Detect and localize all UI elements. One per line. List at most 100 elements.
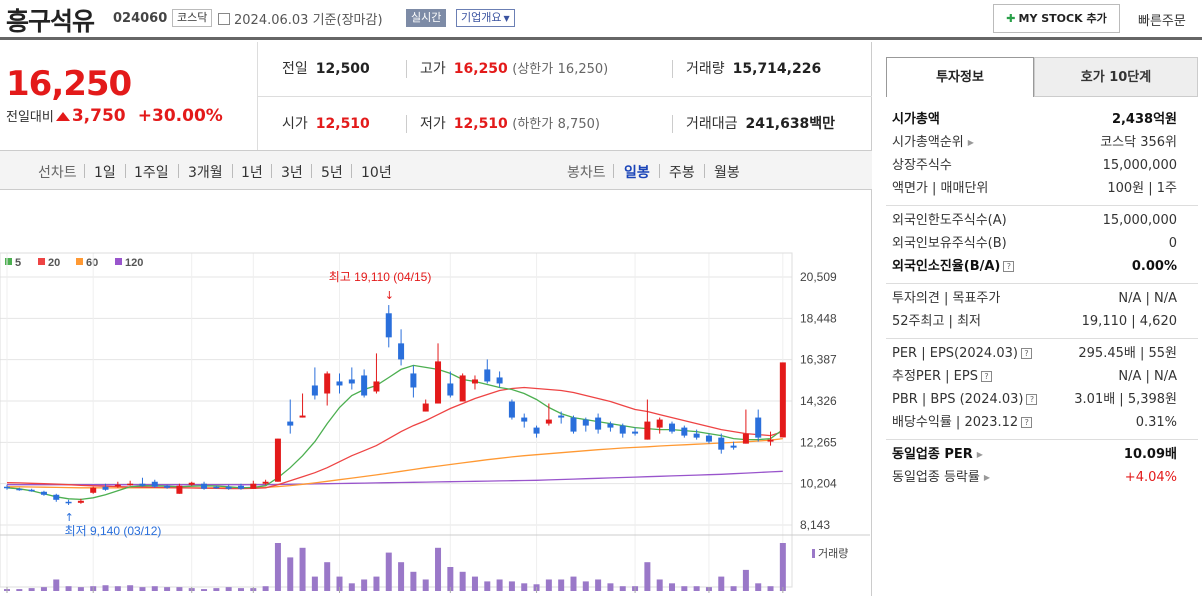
volume-bar — [336, 576, 343, 591]
left-panel: 16,250 전일대비 3,750 +30.00% 전일 12,500 고가 16,2… — [0, 42, 872, 596]
info-key: 52주최고 | 최저 — [892, 314, 981, 329]
volume-bar — [311, 576, 318, 591]
volume-bar — [151, 586, 158, 591]
volume-bar — [77, 587, 84, 591]
tab-invest-info[interactable]: 투자정보 — [886, 57, 1034, 97]
upper-value: 16,250) — [557, 62, 609, 77]
candle-daily[interactable]: 일봉 — [624, 165, 650, 181]
period-1w[interactable]: 1주일 — [134, 165, 169, 181]
volume-legend-label: 거래량 — [818, 547, 848, 560]
candle-body — [348, 379, 355, 384]
volume-bar — [459, 571, 466, 591]
info-row: 추정PER | EPS? N/A | N/A — [886, 365, 1198, 388]
period-1y[interactable]: 1년 — [241, 165, 263, 181]
info-key: 상장주식수 — [892, 158, 952, 173]
candle-body — [77, 500, 84, 503]
candle-body — [361, 375, 368, 396]
volume-bar — [28, 588, 35, 591]
change-value: 3,750 — [71, 106, 126, 126]
volume-bar — [262, 586, 269, 591]
candle-chart-label: 봉차트 — [567, 165, 606, 181]
change-label: 전일대비 — [6, 110, 54, 125]
candle-body — [533, 427, 540, 434]
candle-body — [237, 485, 244, 489]
change-percent: +30.00% — [137, 106, 223, 126]
plus-icon: ✚ — [1006, 12, 1016, 25]
volume-bar — [225, 587, 232, 591]
candle-body — [619, 425, 626, 434]
volume-bar — [447, 567, 454, 591]
candle-body — [201, 483, 208, 489]
volume-bar — [361, 579, 368, 591]
info-row: 시가총액순위 ▶ 코스닥 356위 — [886, 131, 1198, 154]
y-tick-label: 8,143 — [800, 518, 830, 532]
info-row: 동일업종 PER ▶ 10.09배 — [886, 443, 1198, 466]
period-1d[interactable]: 1일 — [94, 165, 116, 181]
realtime-button[interactable]: 실시간 — [406, 9, 447, 27]
info-value: 295.45배 | 55원 — [1078, 346, 1177, 361]
info-row: 배당수익률 | 2023.12? 0.31% — [886, 411, 1198, 434]
candle-body — [53, 494, 60, 500]
volume-bar — [521, 583, 528, 591]
y-tick-label: 14,326 — [800, 394, 837, 408]
candle-body — [151, 481, 158, 487]
tab-orderbook[interactable]: 호가 10단계 — [1034, 57, 1198, 97]
y-tick-label: 18,448 — [800, 311, 837, 325]
period-10y[interactable]: 10년 — [361, 165, 392, 181]
volume-bar — [681, 586, 688, 591]
candle-body — [40, 491, 47, 495]
current-price: 16,250 — [6, 64, 132, 104]
volume-bar — [237, 588, 244, 591]
candle-body — [742, 433, 749, 444]
volume-bar — [213, 588, 220, 591]
volume-bar — [385, 552, 392, 591]
period-5y[interactable]: 5년 — [321, 165, 343, 181]
help-icon[interactable]: ? — [980, 371, 992, 382]
legend-swatch — [38, 258, 45, 265]
mystock-label: MY STOCK 추가 — [1018, 12, 1107, 25]
amount-value: 241,638 — [745, 116, 810, 132]
volume-bar — [595, 579, 602, 591]
candle-body — [188, 482, 195, 485]
info-row: 52주최고 | 최저 19,110 | 4,620 — [886, 310, 1198, 333]
info-key: 배당수익률 | 2023.12? — [892, 411, 1033, 434]
quick-order-link[interactable]: 빠른주문 — [1138, 14, 1186, 29]
info-value: 0 — [1168, 236, 1177, 251]
volume: 거래량 15,714,226 — [686, 42, 821, 96]
info-value: 100원 | 1주 — [1107, 181, 1177, 196]
price-chart[interactable]: 5 20 60 120 20,509 18,448 16,387 14,326 12,265 10… — [0, 191, 870, 596]
stats-row-2: 시가 12,510 저가 12,510 (하한가 8,750) 거래대금 241,63… — [258, 96, 872, 150]
volume-bar — [545, 579, 552, 591]
help-icon[interactable]: ? — [1020, 348, 1032, 359]
candle-body — [459, 375, 466, 402]
candle-body — [693, 433, 700, 438]
volume-bar — [373, 576, 380, 591]
help-icon[interactable]: ? — [1026, 394, 1038, 405]
help-icon[interactable]: ? — [1021, 417, 1033, 428]
legend-swatch — [115, 258, 122, 265]
line-chart-label: 선차트 — [38, 165, 77, 181]
candle-weekly[interactable]: 주봉 — [669, 165, 695, 181]
info-tabs: 투자정보 호가 10단계 — [886, 57, 1198, 97]
info-value: 0.00% — [1131, 259, 1177, 274]
info-key[interactable]: 시가총액순위 ▶ — [892, 135, 974, 150]
period-3y[interactable]: 3년 — [281, 165, 303, 181]
date-basis: 2024.06.03 기준(장마감) — [218, 9, 383, 28]
candle-body — [16, 488, 23, 491]
candle-monthly[interactable]: 월봉 — [714, 165, 740, 181]
help-icon[interactable]: ? — [1003, 261, 1015, 272]
info-key[interactable]: 동일업종 PER ▶ — [892, 447, 983, 462]
volume-bar — [570, 576, 577, 591]
corp-info-button[interactable]: 기업개요 ▼ — [456, 9, 515, 27]
info-key: 외국인보유주식수(B) — [892, 236, 1007, 251]
info-key: 시가총액 — [892, 112, 940, 127]
high-value: 16,250 — [453, 61, 508, 77]
volume-bar — [324, 562, 331, 591]
candle-body — [656, 419, 663, 428]
period-3m[interactable]: 3개월 — [188, 165, 223, 181]
info-key[interactable]: 동일업종 등락률 ▶ — [892, 470, 991, 485]
volume-bar — [164, 587, 171, 591]
volume-bar — [619, 586, 626, 591]
add-mystock-button[interactable]: ✚ MY STOCK 추가 — [993, 4, 1120, 33]
info-value: +4.04% — [1124, 470, 1177, 485]
